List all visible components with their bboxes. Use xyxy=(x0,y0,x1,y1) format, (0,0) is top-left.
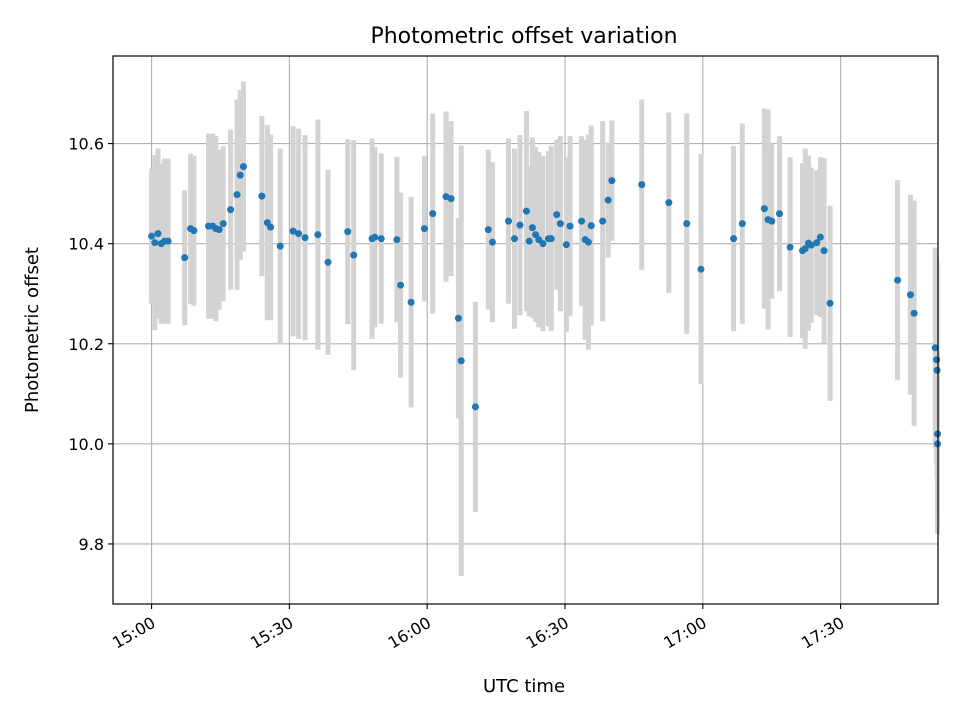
x-axis-label: UTC time xyxy=(483,676,565,697)
data-point xyxy=(314,231,322,239)
data-point xyxy=(587,222,595,230)
data-point xyxy=(324,258,332,266)
y-tick-label: 10.2 xyxy=(68,335,104,354)
data-point xyxy=(239,163,247,171)
data-point xyxy=(227,206,235,214)
data-point xyxy=(933,356,941,364)
data-point xyxy=(454,314,462,322)
errorbars xyxy=(149,81,941,576)
plot-frame xyxy=(112,55,939,605)
data-point xyxy=(484,226,492,234)
data-point xyxy=(776,210,784,218)
data-point xyxy=(377,235,385,243)
data-point xyxy=(578,217,586,225)
data-point xyxy=(267,223,275,231)
data-point xyxy=(289,227,297,235)
data-point xyxy=(488,238,496,246)
data-point xyxy=(584,238,592,246)
data-point xyxy=(301,234,309,242)
data-point xyxy=(556,220,564,228)
data-point xyxy=(931,344,939,352)
data-point xyxy=(760,205,768,213)
data-point xyxy=(933,366,941,374)
data-point xyxy=(447,195,455,203)
data-point xyxy=(826,299,834,307)
data-point xyxy=(258,192,266,200)
data-point xyxy=(148,232,156,240)
x-tick-label: 15:30 xyxy=(247,613,296,653)
data-point xyxy=(525,237,533,245)
data-point xyxy=(801,245,809,253)
data-point xyxy=(906,291,914,299)
data-point xyxy=(820,247,828,255)
data-point xyxy=(151,239,159,247)
data-point xyxy=(547,235,555,243)
data-point xyxy=(562,241,570,249)
data-point xyxy=(393,236,401,244)
data-point xyxy=(276,242,284,250)
data-point xyxy=(528,224,536,232)
data-point xyxy=(154,230,162,238)
data-point xyxy=(532,231,540,239)
data-point xyxy=(215,226,223,234)
data-point xyxy=(894,276,902,284)
data-point xyxy=(807,241,815,249)
data-point xyxy=(816,233,824,241)
data-point xyxy=(604,196,612,204)
data-point xyxy=(566,222,574,230)
data-point xyxy=(181,254,189,262)
data-point xyxy=(910,309,918,317)
data-point xyxy=(233,191,241,199)
data-point xyxy=(553,211,561,219)
data-point xyxy=(344,228,352,236)
data-point xyxy=(219,220,227,228)
y-tick-label: 9.8 xyxy=(79,535,104,554)
x-axis: 15:00 15:30 16:00 16:30 17:00 17:30 xyxy=(109,604,848,653)
data-point xyxy=(295,230,303,238)
y-tick-label: 10.4 xyxy=(68,235,104,254)
data-point xyxy=(236,171,244,179)
data-point xyxy=(697,265,705,273)
x-tick-label: 16:30 xyxy=(523,613,572,653)
data-point xyxy=(665,199,673,207)
data-point xyxy=(397,281,405,289)
y-axis: 9.8 10.0 10.2 10.4 10.6 xyxy=(68,135,113,554)
data-point xyxy=(608,177,616,185)
data-point xyxy=(539,240,547,248)
data-point xyxy=(516,221,524,229)
data-point xyxy=(457,357,465,365)
data-point xyxy=(420,225,428,233)
data-point xyxy=(505,217,513,225)
x-tick-label: 16:00 xyxy=(385,613,434,653)
data-point xyxy=(786,243,794,251)
data-point xyxy=(730,235,738,243)
x-tick-label: 15:00 xyxy=(109,613,158,653)
data-point xyxy=(164,237,172,245)
data-point xyxy=(738,220,746,228)
data-point xyxy=(768,217,776,225)
data-point xyxy=(190,227,198,235)
data-point xyxy=(599,217,607,225)
data-point xyxy=(522,207,530,215)
y-tick-label: 10.0 xyxy=(68,435,104,454)
x-tick-label: 17:00 xyxy=(660,613,709,653)
chart-title: Photometric offset variation xyxy=(370,24,677,49)
data-point xyxy=(471,403,479,411)
data-point xyxy=(813,239,821,247)
y-tick-label: 10.6 xyxy=(68,135,104,154)
data-point xyxy=(683,220,691,228)
x-tick-label: 17:30 xyxy=(798,613,847,653)
data-point xyxy=(407,298,415,306)
data-point xyxy=(371,233,379,241)
data-point xyxy=(350,251,358,259)
data-point xyxy=(638,181,646,189)
y-axis-label: Photometric offset xyxy=(22,247,43,413)
data-point xyxy=(510,235,518,243)
data-point xyxy=(429,210,437,218)
